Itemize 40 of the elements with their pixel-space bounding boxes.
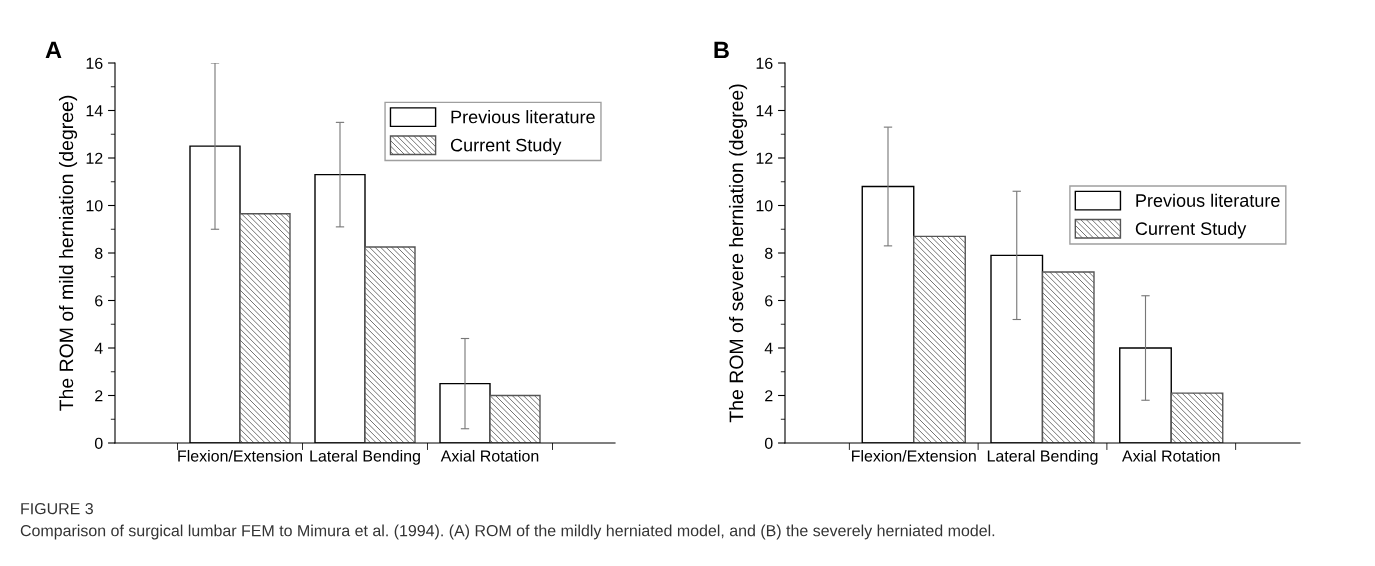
y-tick-label: 16 <box>756 57 773 69</box>
y-tick-label: 4 <box>94 342 103 354</box>
chart-title: A <box>45 41 62 59</box>
y-tick-label: 0 <box>764 437 773 449</box>
y-tick-label: 12 <box>86 152 103 164</box>
bar <box>1041 271 1095 443</box>
y-tick-label: 2 <box>765 390 773 402</box>
y-tick-label: 0 <box>94 437 103 449</box>
y-axis-title: The ROM of mild herniation (degree) <box>58 95 78 411</box>
y-tick-label: 8 <box>765 247 773 259</box>
bar <box>239 213 291 443</box>
x-tick-label: Flexion/Extension <box>178 449 302 462</box>
y-tick-label: 6 <box>765 295 773 307</box>
y-tick-label: 14 <box>86 105 103 117</box>
y-axis-title: The ROM of severe herniation (degree) <box>728 84 748 423</box>
y-tick-label: 16 <box>86 57 103 69</box>
legend-label: Previous literature <box>1136 193 1280 207</box>
bar <box>1170 392 1224 443</box>
x-tick-label: Axial Rotation <box>440 449 539 462</box>
x-tick-label: Lateral Bending <box>310 449 420 465</box>
bar <box>913 235 966 443</box>
bar <box>364 246 416 443</box>
legend-label: Current Study <box>1135 221 1247 239</box>
y-tick-label: 10 <box>756 200 773 212</box>
text: Comparison of surgical lumbar FEM to Mimura et al. (1994). (A) ROM of the mildly herniated model, and (B) the severely herniated model. <box>20 524 995 540</box>
x-tick-label: Flexion/Extension <box>852 449 976 462</box>
x-tick-label: Lateral Bending <box>987 449 1098 465</box>
y-tick-label: 2 <box>95 390 103 402</box>
y-tick-label: 14 <box>756 105 773 117</box>
x-tick-label: Axial Rotation <box>1122 449 1220 462</box>
legend-label: Previous literature <box>451 110 595 124</box>
bar <box>489 394 541 443</box>
chart-title: B <box>714 41 729 59</box>
y-tick-label: 12 <box>756 152 773 164</box>
legend-label: Current Study <box>450 138 562 156</box>
caption: FIGURE 3 <box>21 502 93 515</box>
y-tick-label: 4 <box>764 342 773 354</box>
y-tick-label: 10 <box>86 200 103 212</box>
y-tick-label: 6 <box>95 295 103 307</box>
y-tick-label: 8 <box>95 247 103 259</box>
